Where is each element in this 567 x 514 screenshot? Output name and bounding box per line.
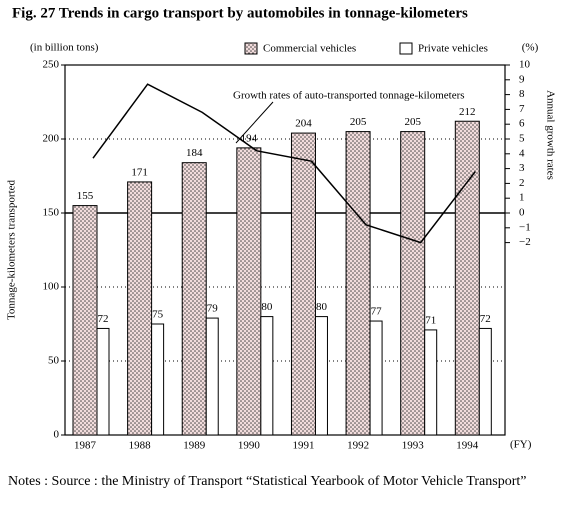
y-tick-label: 50 [48, 355, 60, 367]
chart-title: Fig. 27 Trends in cargo transport by aut… [12, 5, 468, 21]
bar [314, 316, 328, 436]
value-label: 79 [207, 303, 219, 315]
value-label: 184 [186, 147, 203, 159]
notes: Notes : Source : the Ministry of Transpo… [8, 474, 527, 489]
bar [236, 147, 262, 436]
bar [72, 205, 98, 436]
x-tick-label: 1989 [183, 440, 206, 452]
y2-tick-label: 1 [519, 192, 525, 204]
bar [260, 316, 274, 436]
y2-axis-label: Annual growth rates [544, 90, 556, 180]
y-axis-label: Tonnage-kilometers transported [6, 179, 18, 320]
bar [478, 327, 492, 436]
bar [369, 320, 383, 436]
x-tick-label: 1992 [347, 440, 369, 452]
x-tick-label: 1990 [238, 440, 261, 452]
y2-tick-label: 9 [519, 73, 525, 85]
value-label: 204 [295, 118, 312, 130]
x-tick-label: 1993 [402, 440, 425, 452]
value-label: 205 [350, 116, 367, 128]
legend-label: Private vehicles [418, 43, 488, 55]
y2-tick-label: 0 [519, 207, 525, 219]
x-tick-label: 1988 [129, 440, 152, 452]
bar [96, 327, 110, 436]
bar [151, 323, 165, 436]
legend-label: Commercial vehicles [263, 43, 356, 55]
annotation-arrow [235, 101, 274, 144]
value-label: 75 [152, 309, 164, 321]
plot-frame [64, 64, 506, 436]
y2-tick-label: −1 [519, 221, 531, 233]
y-unit: (in billion tons) [30, 42, 99, 54]
bar [127, 181, 153, 436]
y2-tick-label: 6 [519, 118, 525, 130]
y2-tick-label: 2 [519, 177, 525, 189]
value-label: 171 [131, 166, 148, 178]
bar [181, 162, 207, 436]
bar [345, 131, 371, 436]
growth-line [92, 83, 476, 244]
value-label: 80 [316, 301, 328, 313]
value-label: 72 [98, 313, 109, 325]
value-label: 205 [404, 116, 421, 128]
bar [424, 329, 438, 436]
bar [454, 120, 480, 436]
x-tick-label: 1994 [456, 440, 479, 452]
x-unit: (FY) [510, 439, 532, 451]
value-label: 212 [459, 106, 476, 118]
x-tick-label: 1991 [292, 440, 314, 452]
y2-unit: (%) [522, 42, 539, 54]
y2-tick-label: 5 [519, 133, 525, 145]
y2-tick-label: −2 [519, 236, 531, 248]
value-label: 194 [241, 132, 258, 144]
legend-swatch [244, 42, 258, 55]
y2-tick-label: 3 [519, 162, 525, 174]
bar [400, 131, 426, 436]
x-tick-label: 1987 [74, 440, 97, 452]
bar [205, 317, 219, 436]
value-label: 80 [261, 301, 273, 313]
y-tick-label: 250 [43, 59, 60, 71]
value-label: 77 [371, 306, 383, 318]
y2-tick-label: 10 [519, 59, 531, 71]
value-label: 155 [77, 190, 94, 202]
y2-tick-label: 8 [519, 88, 525, 100]
y-tick-label: 200 [43, 133, 60, 145]
y-tick-label: 150 [43, 207, 60, 219]
annotation: Growth rates of auto-transported tonnage… [233, 90, 465, 102]
y2-tick-label: 4 [519, 147, 525, 159]
value-label: 72 [480, 313, 491, 325]
y-tick-label: 100 [43, 281, 60, 293]
y-tick-label: 0 [54, 429, 60, 441]
value-label: 71 [425, 314, 436, 326]
bar [290, 132, 316, 436]
y2-tick-label: 7 [519, 103, 525, 115]
legend-swatch [399, 42, 413, 55]
